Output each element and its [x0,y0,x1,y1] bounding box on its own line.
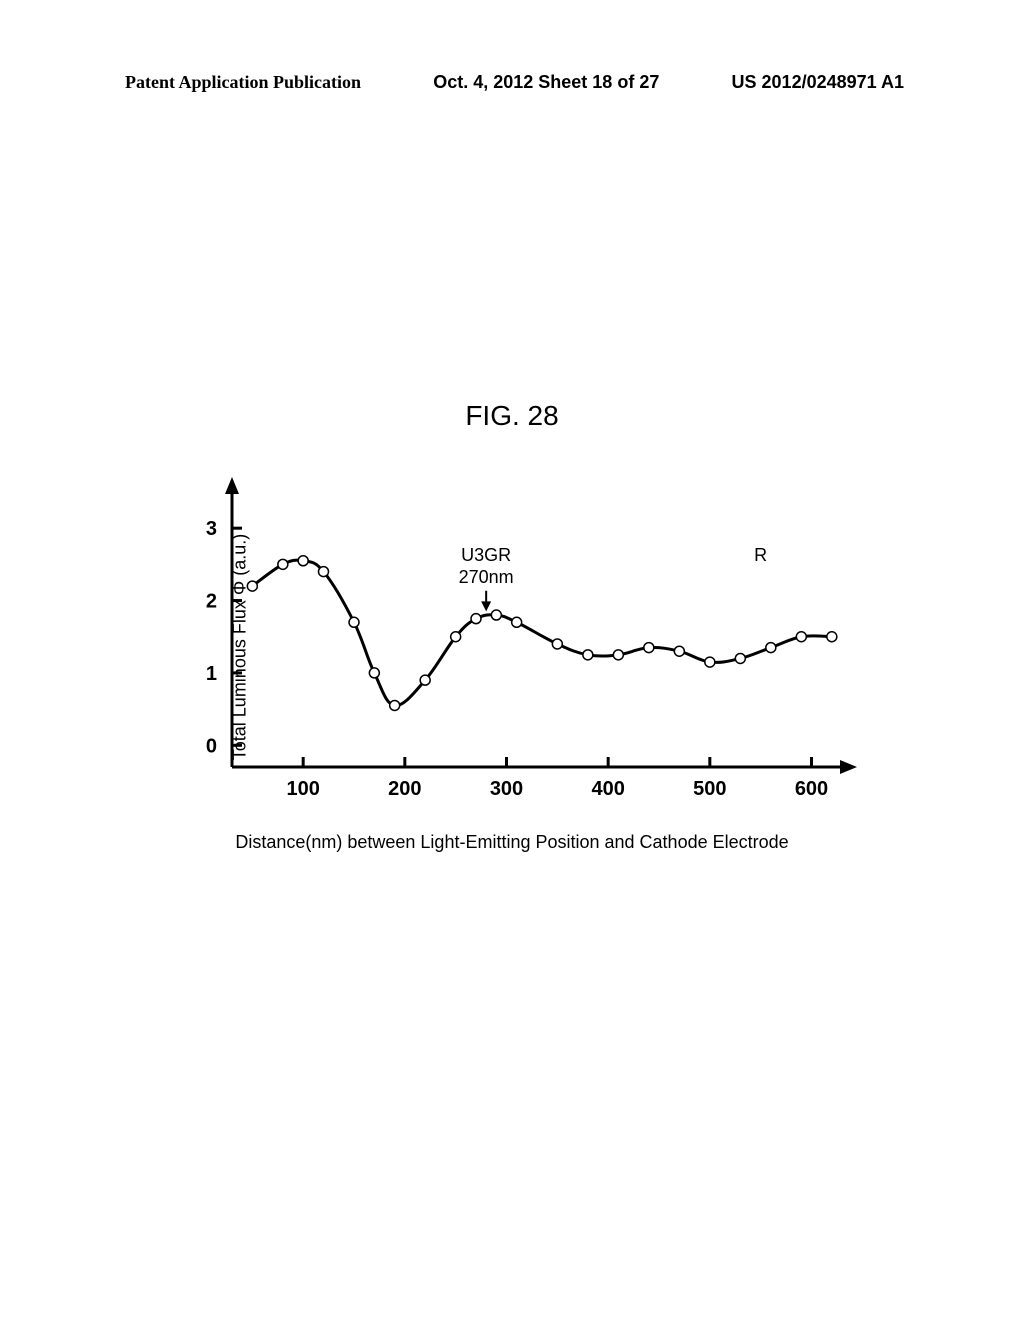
x-axis-label: Distance(nm) between Light-Emitting Posi… [0,832,1024,853]
svg-text:2: 2 [206,591,217,613]
svg-text:3: 3 [206,518,217,540]
svg-text:200: 200 [388,778,421,800]
svg-text:500: 500 [693,778,726,800]
header-right: US 2012/0248971 A1 [732,72,904,93]
svg-text:270nm: 270nm [459,567,514,587]
figure-title: FIG. 28 [0,400,1024,432]
svg-text:300: 300 [490,778,523,800]
svg-text:0: 0 [206,735,217,757]
header-left: Patent Application Publication [125,72,361,93]
chart-svg: 100 200 300 400 500 600 0 1 2 3 U3GR270nm R [152,472,872,822]
svg-text:U3GR: U3GR [461,545,511,565]
svg-text:400: 400 [591,778,624,800]
svg-text:100: 100 [286,778,319,800]
svg-text:1: 1 [206,663,217,685]
figure-container: FIG. 28 Total Luminous Flux Φ (a.u.) 100… [0,400,1024,853]
header-center: Oct. 4, 2012 Sheet 18 of 27 [433,72,659,93]
page-header: Patent Application Publication Oct. 4, 2… [0,72,1024,93]
y-axis-label: Total Luminous Flux Φ (a.u.) [230,534,251,760]
svg-text:R: R [754,545,767,565]
svg-text:600: 600 [795,778,828,800]
chart-wrapper: Total Luminous Flux Φ (a.u.) 100 200 300 40… [152,472,872,822]
